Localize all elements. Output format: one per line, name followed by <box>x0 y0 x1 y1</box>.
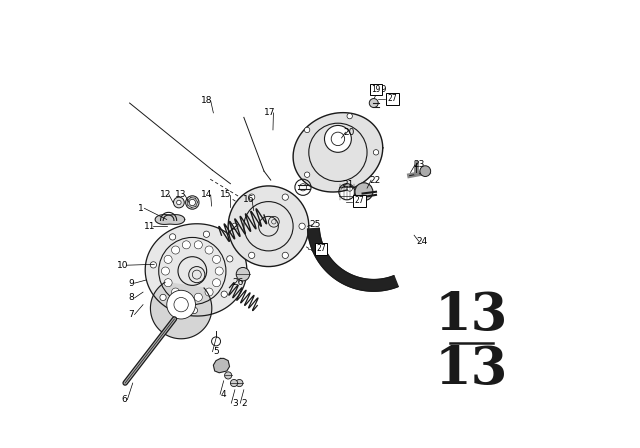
Circle shape <box>347 186 353 191</box>
Circle shape <box>420 166 431 177</box>
Polygon shape <box>145 224 247 316</box>
Text: 7: 7 <box>128 310 134 319</box>
Text: 23: 23 <box>413 160 424 169</box>
Text: 27: 27 <box>388 94 397 103</box>
Circle shape <box>230 379 237 387</box>
Circle shape <box>191 307 198 314</box>
Circle shape <box>305 127 310 133</box>
Text: 19: 19 <box>376 85 388 94</box>
Circle shape <box>189 199 195 206</box>
Text: 6: 6 <box>121 395 127 404</box>
Text: 10: 10 <box>117 261 129 270</box>
Text: 14: 14 <box>202 190 212 199</box>
Circle shape <box>173 197 184 208</box>
Text: 22: 22 <box>369 176 380 185</box>
Circle shape <box>205 288 213 296</box>
Text: 8: 8 <box>128 293 134 302</box>
Circle shape <box>177 200 181 205</box>
Circle shape <box>204 231 209 237</box>
Circle shape <box>236 267 250 281</box>
Circle shape <box>172 246 180 254</box>
Text: 1: 1 <box>138 204 143 213</box>
Circle shape <box>150 262 157 268</box>
Text: 11: 11 <box>144 222 156 231</box>
Circle shape <box>248 194 255 200</box>
Text: 27: 27 <box>355 196 364 205</box>
Circle shape <box>225 372 232 379</box>
Text: 25: 25 <box>310 220 321 229</box>
Circle shape <box>227 256 233 262</box>
Circle shape <box>161 267 170 275</box>
Text: 17: 17 <box>264 108 276 117</box>
Circle shape <box>221 291 227 297</box>
Polygon shape <box>293 112 383 192</box>
Polygon shape <box>150 282 212 339</box>
Circle shape <box>164 255 172 263</box>
Circle shape <box>170 234 176 240</box>
Text: 13: 13 <box>435 344 508 395</box>
Circle shape <box>205 246 213 254</box>
Circle shape <box>164 279 172 287</box>
Circle shape <box>182 241 190 249</box>
Text: 26: 26 <box>233 278 244 287</box>
Text: 13: 13 <box>175 190 187 199</box>
Text: 20: 20 <box>344 128 355 137</box>
Circle shape <box>182 293 190 301</box>
Circle shape <box>324 125 351 152</box>
Circle shape <box>195 293 202 301</box>
Circle shape <box>160 294 166 301</box>
Text: 12: 12 <box>160 190 171 199</box>
Text: 5: 5 <box>213 347 219 356</box>
Circle shape <box>332 132 345 146</box>
Text: 2: 2 <box>241 399 246 408</box>
Text: 3: 3 <box>232 399 237 408</box>
Circle shape <box>215 267 223 275</box>
Text: 16: 16 <box>243 195 254 204</box>
Text: 15: 15 <box>220 190 232 199</box>
Text: 18: 18 <box>202 96 213 105</box>
Text: 19: 19 <box>371 85 381 94</box>
Text: 9: 9 <box>128 279 134 288</box>
Circle shape <box>186 196 199 209</box>
Circle shape <box>228 186 309 267</box>
Text: 24: 24 <box>417 237 428 246</box>
Circle shape <box>232 223 238 229</box>
Circle shape <box>355 183 373 201</box>
Circle shape <box>212 255 221 263</box>
Text: 4: 4 <box>221 390 227 399</box>
Circle shape <box>299 223 305 229</box>
Circle shape <box>347 113 353 119</box>
Text: 13: 13 <box>435 290 508 341</box>
Circle shape <box>236 379 243 387</box>
Polygon shape <box>155 215 185 224</box>
Circle shape <box>282 194 289 200</box>
Circle shape <box>172 288 180 296</box>
Text: 21: 21 <box>342 180 353 189</box>
Polygon shape <box>213 358 230 373</box>
Circle shape <box>248 252 255 258</box>
Polygon shape <box>308 228 398 291</box>
Circle shape <box>212 279 221 287</box>
Circle shape <box>174 297 188 312</box>
Text: 27: 27 <box>316 244 326 253</box>
Circle shape <box>369 99 378 108</box>
Circle shape <box>305 172 310 177</box>
Circle shape <box>167 290 195 319</box>
Circle shape <box>282 252 289 258</box>
Circle shape <box>373 150 379 155</box>
Circle shape <box>195 241 202 249</box>
